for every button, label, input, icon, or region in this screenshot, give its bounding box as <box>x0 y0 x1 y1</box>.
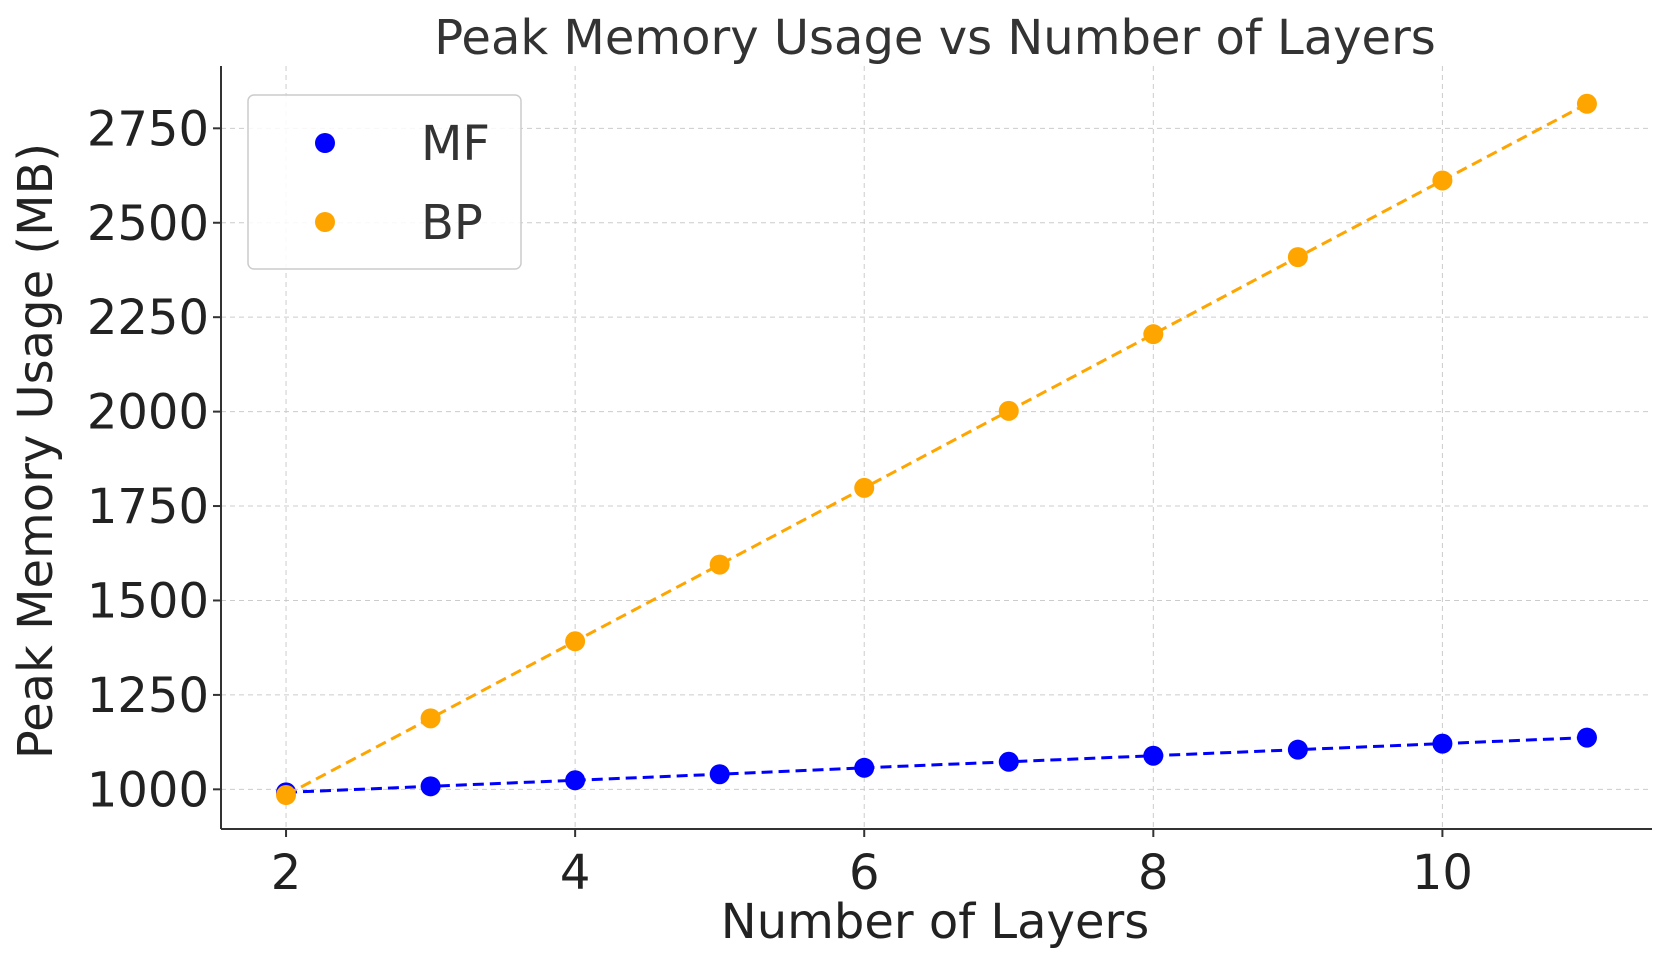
data-point-bp <box>276 785 297 806</box>
data-point-bp <box>420 708 441 729</box>
x-tick-label: 10 <box>1412 845 1473 901</box>
data-point-bp <box>1143 324 1164 345</box>
series-bp <box>276 93 1597 806</box>
y-tick-label: 1250 <box>87 668 209 724</box>
legend-marker-bp <box>315 212 335 232</box>
y-tick-label: 2500 <box>87 196 209 252</box>
data-point-bp <box>1287 247 1308 268</box>
legend-marker-mf <box>315 133 335 153</box>
chart-title: Peak Memory Usage vs Number of Layers <box>434 10 1436 66</box>
data-point-mf <box>998 751 1019 772</box>
data-point-mf <box>1432 733 1453 754</box>
x-axis-label: Number of Layers <box>721 894 1149 950</box>
x-tick-label: 2 <box>271 845 302 901</box>
legend-label-bp: BP <box>421 195 483 251</box>
y-tick-label: 2750 <box>87 101 209 157</box>
series-line-bp <box>285 102 1588 797</box>
data-point-mf <box>565 770 586 791</box>
data-point-bp <box>998 400 1019 421</box>
data-point-mf <box>709 764 730 785</box>
y-tick-label: 2000 <box>87 385 209 441</box>
grid <box>221 66 1652 829</box>
y-tick-label: 1000 <box>87 762 209 818</box>
data-point-mf <box>854 757 875 778</box>
data-point-bp <box>1432 170 1453 191</box>
legend: MF BP <box>247 94 522 270</box>
y-tick-label: 2250 <box>87 290 209 346</box>
data-point-bp <box>1576 93 1597 114</box>
y-axis-label: Peak Memory Usage (MB) <box>8 143 64 759</box>
x-tick-label: 4 <box>560 845 591 901</box>
data-point-mf <box>1287 739 1308 760</box>
series-line-mf <box>285 736 1588 794</box>
legend-label-mf: MF <box>421 116 490 172</box>
data-point-mf <box>420 776 441 797</box>
data-point-bp <box>854 477 875 498</box>
data-point-bp <box>709 554 730 575</box>
data-point-bp <box>565 631 586 652</box>
x-tick-label: 6 <box>849 845 880 901</box>
series-mf <box>276 727 1597 803</box>
data-point-mf <box>1143 745 1164 766</box>
axes: 2 4 6 8 10 1000 1250 1500 1750 2000 2250 2500 2750 <box>87 66 1652 901</box>
y-tick-label: 1500 <box>87 573 209 629</box>
series-layer <box>276 93 1597 806</box>
x-tick-label: 8 <box>1138 845 1169 901</box>
y-tick-label: 1750 <box>87 479 209 535</box>
data-point-mf <box>1576 727 1597 748</box>
